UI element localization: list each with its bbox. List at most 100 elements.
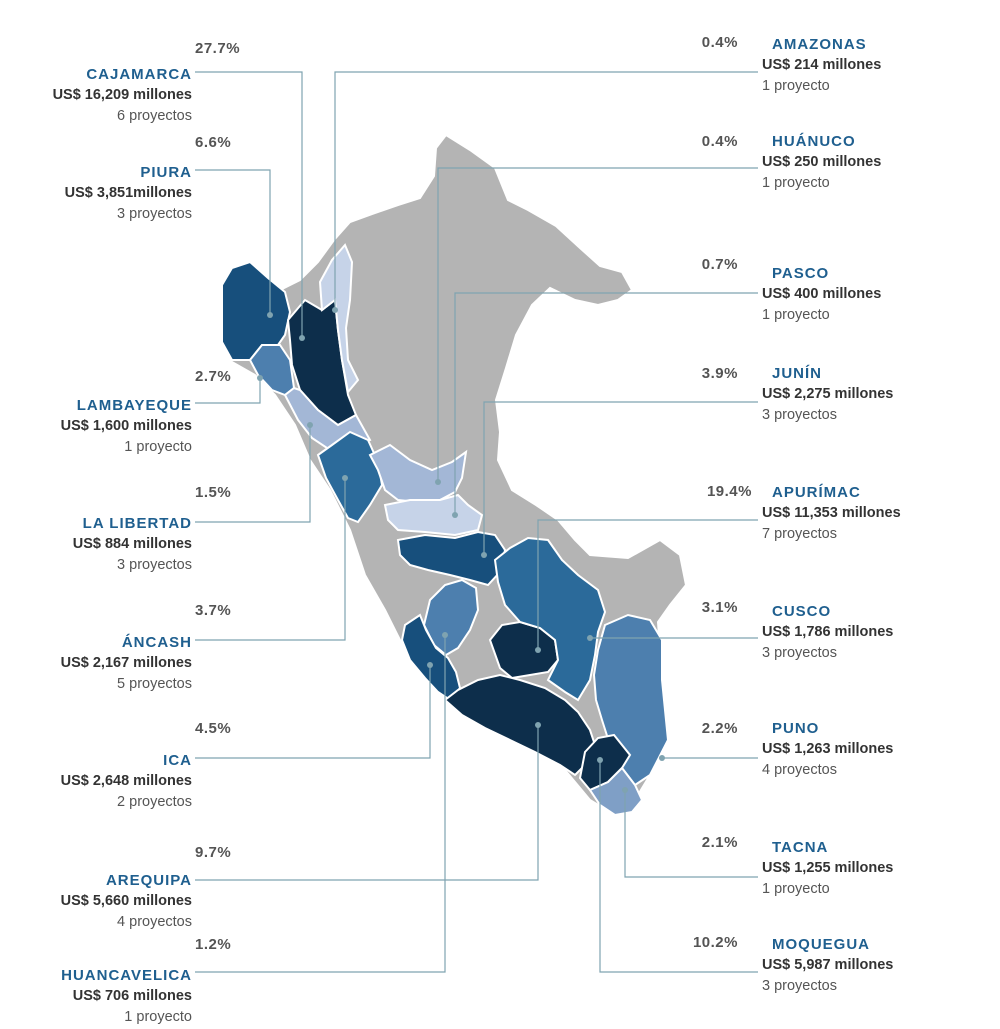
region-amount: US$ 400 millones	[762, 286, 882, 302]
region-amount: US$ 250 millones	[762, 154, 882, 170]
label-huanuco: HUÁNUCO US$ 250 millones 1 proyecto	[762, 131, 881, 194]
pct-tacna: 2.1%	[701, 834, 738, 851]
region-projects: 4 proyectos	[117, 914, 192, 930]
label-ancash: ÁNCASH US$ 2,167 millones 5 proyectos	[61, 632, 192, 695]
leader-junin	[483, 401, 758, 555]
pct-huancavelica: 1.2%	[195, 936, 232, 953]
pct-lambayeque: 2.7%	[195, 368, 232, 385]
region-amount: US$ 1,786 millones	[762, 624, 894, 640]
pct-amazonas: 0.4%	[701, 34, 738, 51]
dot-pasco	[452, 512, 458, 518]
leader-huancavelica	[195, 635, 446, 973]
pct-piura: 6.6%	[195, 134, 232, 151]
region-projects: 5 proyectos	[117, 676, 192, 692]
region-amount: US$ 2,275 millones	[762, 386, 894, 402]
dot-huancavelica	[442, 632, 448, 638]
region-amount: US$ 5,660 millones	[60, 893, 192, 909]
pct-puno: 2.2%	[701, 720, 738, 737]
leader-ica	[195, 665, 431, 759]
region-name: ICA	[163, 752, 192, 769]
leader-tacna	[624, 790, 758, 878]
region-name: PASCO	[772, 265, 830, 282]
dot-lalibertad	[307, 422, 313, 428]
region-projects: 6 proyectos	[117, 108, 192, 124]
leader-pasco	[454, 292, 758, 515]
region-amount: US$ 16,209 millones	[52, 87, 192, 103]
dot-piura	[267, 312, 273, 318]
pct-ancash: 3.7%	[195, 602, 232, 619]
region-amount: US$ 884 millones	[72, 536, 192, 552]
dot-ica	[427, 662, 433, 668]
region-piura	[221, 260, 292, 361]
label-moquegua: MOQUEGUA US$ 5,987 millones 3 proyectos	[762, 934, 893, 997]
label-huancavelica: HUANCAVELICA US$ 706 millones 1 proyecto	[61, 965, 192, 1028]
leader-dots	[257, 307, 665, 793]
leader-lines	[195, 71, 758, 973]
label-amazonas: AMAZONAS US$ 214 millones 1 proyecto	[762, 34, 881, 97]
dot-cajamarca	[299, 335, 305, 341]
region-projects: 7 proyectos	[762, 526, 837, 542]
region-name: AMAZONAS	[772, 36, 867, 53]
region-amazonas	[318, 243, 360, 395]
pct-moquegua: 10.2%	[692, 934, 738, 951]
region-junin	[396, 530, 507, 587]
region-projects: 1 proyecto	[762, 881, 830, 897]
region-projects: 3 proyectos	[762, 407, 837, 423]
region-amount: US$ 3,851millones	[64, 185, 192, 201]
region-name: HUÁNUCO	[772, 133, 856, 150]
region-amount: US$ 214 millones	[762, 57, 882, 73]
label-apurimac: APURÍMAC US$ 11,353 millones 7 proyectos	[762, 482, 901, 545]
region-name: LAMBAYEQUE	[76, 397, 192, 414]
region-amount: US$ 1,263 millones	[762, 741, 894, 757]
leader-apurimac	[537, 519, 758, 650]
region-projects: 1 proyecto	[762, 175, 830, 191]
label-piura: PIURA US$ 3,851millones 3 proyectos	[65, 162, 192, 225]
label-puno: PUNO US$ 1,263 millones 4 proyectos	[762, 718, 893, 781]
region-projects: 1 proyecto	[124, 439, 192, 455]
region-cusco	[493, 536, 607, 702]
region-projects: 2 proyectos	[117, 794, 192, 810]
region-name: PIURA	[140, 164, 192, 181]
dot-amazonas	[332, 307, 338, 313]
dot-huanuco	[435, 479, 441, 485]
dot-lambayeque	[257, 375, 263, 381]
region-name: TACNA	[772, 839, 829, 856]
leader-arequipa	[195, 725, 539, 881]
region-name: APURÍMAC	[772, 484, 861, 501]
pct-ica: 4.5%	[195, 720, 232, 737]
label-lambayeque: LAMBAYEQUE US$ 1,600 millones 1 proyecto	[61, 395, 192, 458]
region-amount: US$ 2,648 millones	[60, 773, 192, 789]
dot-puno	[659, 755, 665, 761]
pct-pasco: 0.7%	[701, 256, 738, 273]
region-amount: US$ 1,600 millones	[60, 418, 192, 434]
region-amount: US$ 2,167 millones	[60, 655, 192, 671]
pct-apurimac: 19.4%	[706, 483, 752, 500]
region-amount: US$ 5,987 millones	[762, 957, 894, 973]
pct-arequipa: 9.7%	[195, 844, 232, 861]
region-tacna	[588, 766, 644, 817]
label-ica: ICA US$ 2,648 millones 2 proyectos	[61, 750, 192, 813]
region-name: PUNO	[772, 720, 820, 737]
region-name: HUANCAVELICA	[61, 967, 192, 984]
region-projects: 1 proyecto	[124, 1009, 192, 1025]
dot-tacna	[622, 787, 628, 793]
leader-amazonas	[334, 71, 758, 310]
region-projects: 3 proyectos	[762, 978, 837, 994]
region-name: MOQUEGUA	[772, 936, 870, 953]
leader-lambayeque	[195, 378, 261, 404]
region-projects: 1 proyecto	[762, 307, 830, 323]
label-arequipa: AREQUIPA US$ 5,660 millones 4 proyectos	[61, 870, 192, 933]
leader-piura	[195, 169, 271, 315]
label-pasco: PASCO US$ 400 millones 1 proyecto	[762, 263, 881, 326]
pct-cajamarca: 27.7%	[195, 40, 241, 57]
leader-huanuco	[437, 167, 758, 482]
leader-ancash	[195, 478, 346, 641]
region-projects: 3 proyectos	[117, 206, 192, 222]
region-amount: US$ 11,353 millones	[762, 505, 901, 521]
pct-junin: 3.9%	[701, 365, 738, 382]
region-amount: US$ 706 millones	[72, 988, 192, 1004]
region-projects: 3 proyectos	[117, 557, 192, 573]
region-projects: 4 proyectos	[762, 762, 837, 778]
label-junin: JUNÍN US$ 2,275 millones 3 proyectos	[762, 363, 893, 426]
